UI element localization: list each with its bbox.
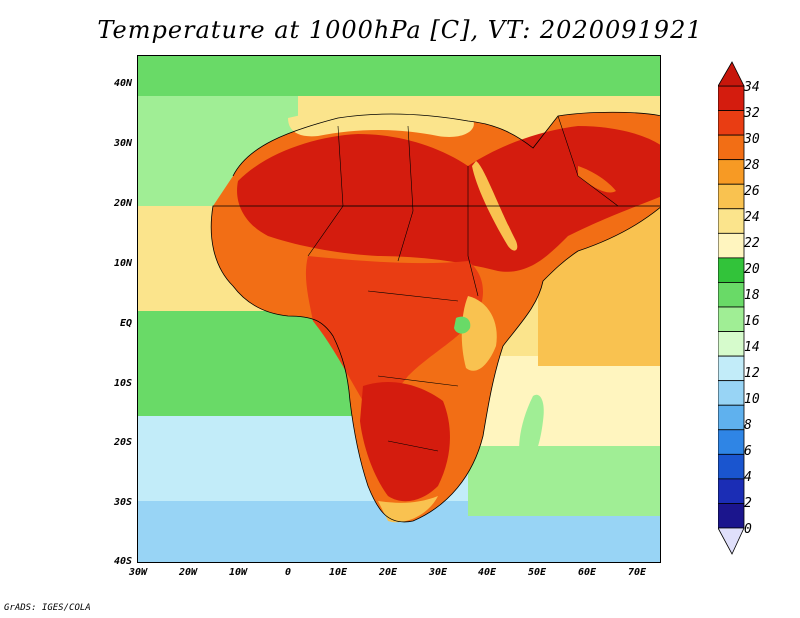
colorbar-cell <box>718 134 745 161</box>
persian-gulf <box>578 166 616 193</box>
colorbar-label-4: 4 <box>744 470 752 485</box>
lon-label-0: 0 <box>284 567 292 578</box>
lon-label-10w: 10W <box>228 567 248 578</box>
temperature-map <box>137 55 661 563</box>
madagascar <box>519 394 544 468</box>
colorbar-bottom-arrow <box>718 527 745 555</box>
colorbar-cell <box>718 110 745 136</box>
colorbar-cell <box>718 183 745 210</box>
colorbar-cell <box>718 159 745 185</box>
indian-ocean-green <box>468 436 660 516</box>
mediterranean-band <box>138 56 660 96</box>
colorbar-label-10: 10 <box>744 392 760 407</box>
lon-label-20w: 20W <box>178 567 198 578</box>
colorbar-label-30: 30 <box>744 132 760 147</box>
lon-label-60e: 60E <box>577 567 597 578</box>
coastline <box>210 111 660 523</box>
lon-label-20e: 20E <box>378 567 398 578</box>
lat-label-eq: EQ <box>119 318 132 329</box>
colorbar-cell <box>718 282 745 308</box>
colorbar-cell <box>718 478 745 504</box>
colorbar-cell <box>718 331 745 357</box>
east-african-highlands <box>461 296 497 371</box>
map-title: Temperature at 1000hPa [C], VT: 20200919… <box>97 16 703 44</box>
lat-label-20n: 20N <box>113 198 132 209</box>
colorbar-label-14: 14 <box>744 340 760 355</box>
lat-label-30n: 30N <box>113 138 132 149</box>
colorbar-cell <box>718 503 745 529</box>
colorbar-cell <box>718 208 745 234</box>
colorbar-cell <box>718 85 745 111</box>
colorbar-cell <box>718 380 745 406</box>
lat-label-20s: 20S <box>113 437 132 448</box>
colorbar-cell <box>718 232 745 259</box>
colorbar <box>718 61 745 555</box>
country-borders <box>307 115 619 452</box>
lake-victoria <box>454 316 471 334</box>
colorbar-cell <box>718 306 745 332</box>
colorbar-label-18: 18 <box>744 288 760 303</box>
lat-label-30s: 30S <box>113 497 132 508</box>
colorbar-label-20: 20 <box>744 262 760 277</box>
indian-ocean-yellow <box>468 356 660 446</box>
colorbar-top-arrow <box>718 61 745 87</box>
colorbar-cell <box>718 257 745 283</box>
colorbar-label-26: 26 <box>744 184 760 199</box>
credit-line: GrADS: IGES/COLA <box>4 603 91 613</box>
lat-label-10s: 10S <box>113 378 132 389</box>
lon-label-30w: 30W <box>128 567 148 578</box>
southern-africa-red <box>360 381 450 502</box>
central-africa-red <box>305 256 483 403</box>
colorbar-label-32: 32 <box>744 106 760 121</box>
colorbar-cell <box>718 404 745 431</box>
colorbar-label-8: 8 <box>744 418 752 433</box>
lon-label-40e: 40E <box>477 567 497 578</box>
colorbar-label-12: 12 <box>744 366 760 381</box>
lat-label-40n: 40N <box>113 78 132 89</box>
colorbar-cell <box>718 355 745 382</box>
colorbar-label-22: 22 <box>744 236 760 251</box>
lat-label-40s: 40S <box>113 556 132 567</box>
lon-label-30e: 30E <box>428 567 448 578</box>
colorbar-label-0: 0 <box>744 522 752 537</box>
colorbar-cell <box>718 453 745 480</box>
colorbar-label-2: 2 <box>744 496 752 511</box>
lon-label-10e: 10E <box>328 567 348 578</box>
lon-label-70e: 70E <box>627 567 647 578</box>
cape-region <box>378 496 438 523</box>
lat-label-10n: 10N <box>113 258 132 269</box>
colorbar-label-24: 24 <box>744 210 760 225</box>
colorbar-label-6: 6 <box>744 444 752 459</box>
colorbar-label-34: 34 <box>744 80 760 95</box>
colorbar-label-16: 16 <box>744 314 760 329</box>
sahara-hot-core <box>237 126 660 272</box>
colorbar-cell <box>718 429 745 455</box>
colorbar-label-28: 28 <box>744 158 760 173</box>
lon-label-50e: 50E <box>527 567 547 578</box>
